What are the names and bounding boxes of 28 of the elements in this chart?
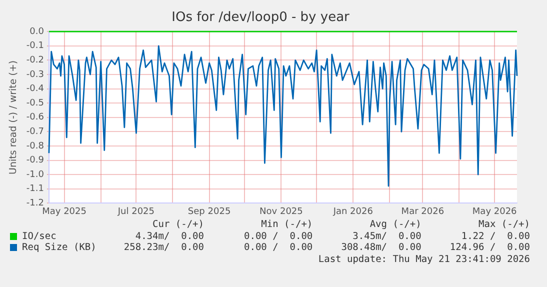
y-tick-label: -0.7 (26, 127, 44, 138)
x-tick-label: May 2026 (472, 206, 518, 217)
x-tick-label: Jul 2025 (116, 206, 155, 217)
y-tick-label: -0.4 (26, 84, 44, 94)
x-tick-label: Mar 2026 (401, 206, 444, 217)
y-tick-label: -0.3 (26, 70, 44, 80)
text: 4.34m/ 0.00 0.00 / 0.00 3.45m/ 0.00 1.22 / 0.00 (135, 230, 530, 242)
y-tick-label: -1.0 (26, 170, 44, 180)
x-tick-label: Jan 2026 (332, 206, 374, 217)
x-tick-label: Sep 2025 (188, 206, 231, 217)
text: 258.23m/ 0.00 0.00 / 0.00 308.48m/ 0.00 124.96 / 0.00 (124, 242, 530, 254)
y-tick-label: -0.8 (26, 141, 44, 152)
y-tick-label: -1.1 (26, 184, 44, 194)
y-tick-label: -0.9 (26, 156, 44, 166)
y-tick-label: -0.2 (26, 56, 44, 66)
legend-label: Req Size (KB) (21, 242, 98, 254)
x-tick-label: May 2025 (42, 206, 86, 217)
text: Last update: Thu May 21 23:41:09 2026 (317, 254, 530, 265)
y-tick-label: -0.5 (26, 98, 44, 108)
y-tick-label: -0.1 (26, 41, 44, 52)
text: Cur (-/+) Min (-/+) Avg (-/+) Max (-/+) (152, 219, 530, 230)
y-tick-label: 0.0 (30, 26, 44, 37)
x-tick-label: Nov 2025 (260, 206, 303, 217)
legend-label: IO/sec (21, 230, 58, 242)
y-tick-label: -1.2 (26, 198, 44, 209)
y-axis-title: Units read (-) / write (+) (8, 60, 20, 174)
chart-title: IOs for /dev/loop0 - by year (172, 10, 350, 26)
y-tick-label: -0.6 (26, 112, 44, 123)
